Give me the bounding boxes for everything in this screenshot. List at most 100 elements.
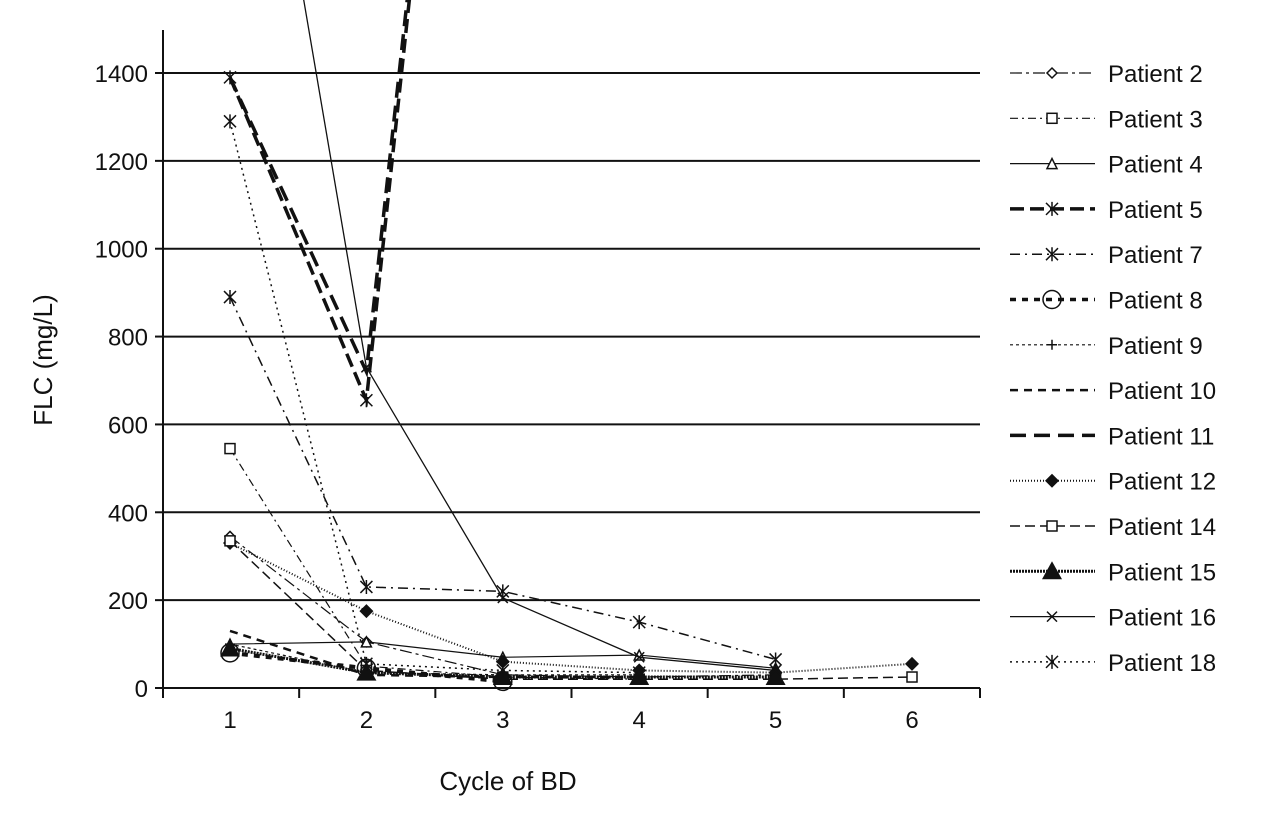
legend-marker [1047, 339, 1057, 350]
data-point [360, 635, 373, 648]
asterisk-marker [769, 652, 783, 667]
y-tick-label: 600 [108, 412, 148, 439]
square-marker [906, 671, 918, 683]
legend-item: Patient 3 [1010, 106, 1203, 133]
legend-marker [1042, 561, 1062, 580]
series-patient-11 [228, 0, 409, 379]
x-marker [497, 592, 509, 604]
x-marker [1046, 611, 1058, 623]
x-tick-labels: 1 2 3 4 5 6 [223, 707, 918, 734]
legend-label: Patient 8 [1108, 288, 1203, 315]
series-line [303, 0, 776, 672]
data-point [220, 638, 240, 657]
series-patient-5 [223, 0, 412, 408]
legend-label: Patient 3 [1108, 106, 1203, 133]
legend-item: Patient 18 [1010, 650, 1216, 677]
series-patient-10 [229, 629, 640, 679]
legend-marker [1045, 247, 1059, 262]
legend-label: Patient 2 [1108, 61, 1203, 88]
series-line [229, 540, 913, 680]
asterisk-marker [359, 393, 373, 408]
circle-marker [1042, 289, 1062, 310]
y-tick-labels: 0 200 400 600 800 1000 1200 1400 [95, 61, 148, 703]
gridlines [163, 72, 980, 602]
data-point [906, 671, 918, 683]
data-point [359, 393, 373, 408]
data-point [360, 361, 372, 373]
legend: Patient 2 Patient 3 Patient 4 Patient 5 Pati… [1010, 61, 1216, 677]
diamond-marker [359, 604, 374, 619]
y-tick-label: 200 [108, 588, 148, 615]
y-tick-label: 0 [135, 676, 148, 703]
series-line [229, 296, 776, 661]
legend-marker [1042, 289, 1062, 310]
series-patient-12 [223, 536, 919, 680]
data-point [770, 664, 782, 676]
x-tick-label: 1 [223, 707, 236, 734]
series-line [229, 121, 640, 674]
legend-item: Patient 2 [1010, 61, 1203, 88]
data-point [769, 652, 783, 667]
asterisk-marker [632, 615, 646, 630]
legend-marker [1045, 66, 1059, 80]
data-point [223, 114, 237, 129]
legend-item: Patient 5 [1010, 197, 1203, 224]
data-point [359, 656, 373, 671]
diamond-marker [1045, 66, 1059, 80]
y-tick-label: 1200 [95, 149, 148, 176]
triangle-marker [1045, 156, 1059, 170]
square-marker [224, 535, 236, 547]
x-axis-label: Cycle of BD [439, 766, 576, 796]
data-point [224, 535, 236, 547]
diamond-marker [905, 656, 919, 671]
asterisk-marker [1045, 654, 1059, 669]
triangle-marker [356, 662, 377, 681]
series-group [220, 0, 919, 692]
triangle-marker [220, 638, 240, 657]
y-tick-label: 1000 [95, 237, 148, 264]
series-patient-3 [224, 442, 645, 685]
data-point [359, 579, 373, 594]
data-point [497, 592, 509, 604]
legend-label: Patient 12 [1108, 469, 1216, 496]
series-patient-18 [223, 114, 646, 680]
legend-item: Patient 15 [1010, 559, 1216, 586]
asterisk-marker [223, 114, 237, 129]
data-point [359, 604, 374, 619]
series-line [229, 448, 640, 680]
x-tick-label: 5 [769, 707, 782, 734]
legend-item: Patient 16 [1010, 605, 1216, 632]
legend-label: Patient 9 [1108, 333, 1203, 360]
asterisk-marker [223, 290, 237, 305]
legend-marker [1045, 156, 1059, 170]
legend-item: Patient 12 [1010, 469, 1216, 496]
series-line [228, 0, 409, 379]
x-tick-label: 2 [360, 707, 373, 734]
y-tick-label: 800 [108, 325, 148, 352]
asterisk-marker [1045, 201, 1059, 216]
series-line [229, 542, 913, 674]
legend-item: Patient 7 [1010, 242, 1203, 269]
asterisk-marker [496, 663, 510, 678]
data-point [905, 656, 919, 671]
legend-label: Patient 10 [1108, 378, 1216, 405]
x-tick-label: 4 [633, 707, 646, 734]
legend-marker [1045, 473, 1059, 488]
diamond-marker [1045, 473, 1059, 488]
data-point [632, 665, 646, 680]
legend-item: Patient 4 [1010, 152, 1203, 179]
data-point [356, 662, 377, 681]
legend-label: Patient 16 [1108, 605, 1216, 632]
legend-marker [1046, 520, 1058, 532]
legend-marker [1045, 654, 1059, 669]
square-marker [1046, 112, 1058, 125]
series-line [229, 643, 640, 676]
asterisk-marker [359, 579, 373, 594]
x-marker [360, 361, 372, 373]
legend-item: Patient 11 [1010, 423, 1214, 450]
diamond-marker [495, 654, 510, 669]
triangle-marker [1042, 561, 1062, 580]
y-tick-label: 400 [108, 500, 148, 527]
legend-label: Patient 14 [1108, 514, 1216, 541]
